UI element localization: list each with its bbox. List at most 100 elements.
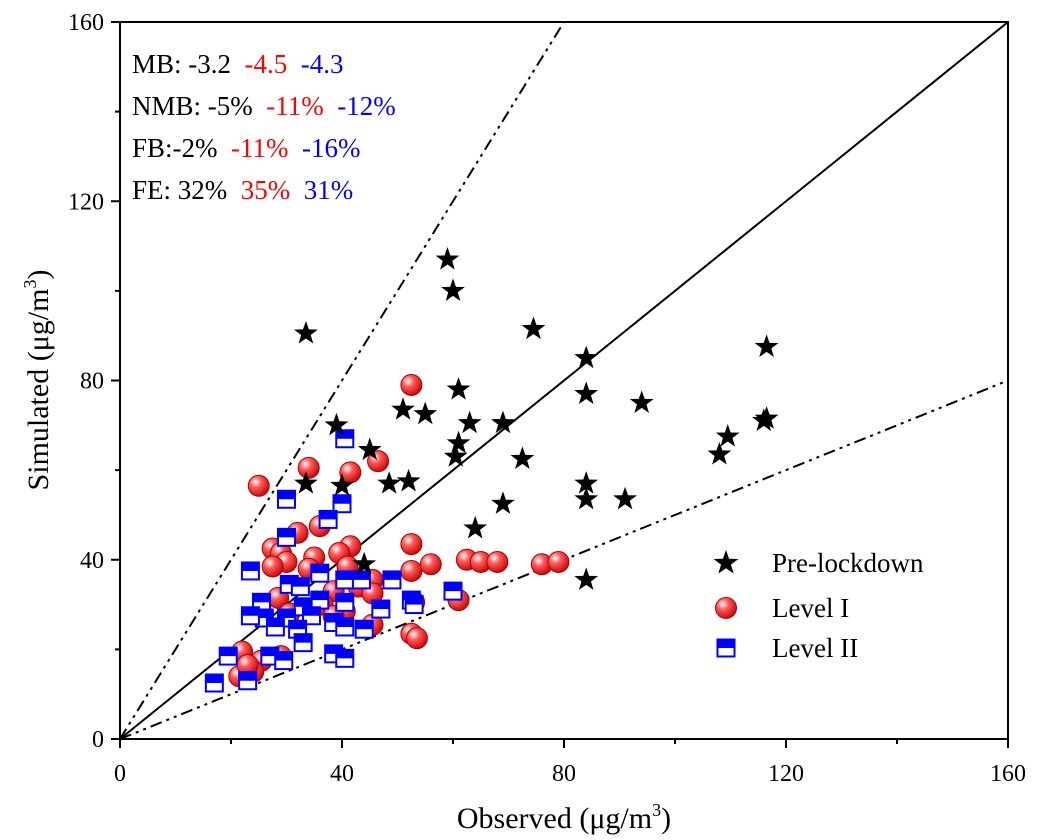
point-level-ii [240, 606, 260, 626]
point-pre-lockdown [574, 345, 599, 369]
legend-square-shape [716, 638, 736, 658]
point-pre-lockdown [357, 437, 382, 461]
point-level-ii [265, 617, 285, 637]
point-level-ii [277, 527, 296, 547]
legend-circle-marker [715, 597, 737, 619]
point-pre-lockdown [574, 471, 599, 494]
point-level-ii [277, 489, 296, 509]
stat-label: MB: [132, 49, 188, 79]
stat-value: 35% [227, 175, 290, 205]
y-tick-label: 80 [80, 369, 104, 395]
x-tick-label: 160 [990, 761, 1026, 787]
statistics-block: MB: -3.2 -4.5 -4.3 NMB: -5% -11% -12% FB:-… [132, 49, 396, 205]
point-pre-lockdown [510, 446, 535, 470]
point-pre-lockdown [446, 376, 471, 400]
stat-row: NMB: -5% -11% -12% [132, 91, 396, 121]
point-pre-lockdown [521, 316, 546, 340]
legend-item-level-ii: Level II [716, 633, 858, 663]
point-level-ii [351, 570, 371, 590]
point-pre-lockdown [294, 320, 318, 344]
x-axis-title: Observed (μg/m3) [457, 800, 671, 835]
y-tick-label: 160 [68, 10, 104, 36]
point-level-i [297, 456, 320, 479]
x-tick-label: 40 [330, 761, 354, 787]
point-pre-lockdown [754, 334, 779, 357]
stat-row: FE: 32% 35% 31% [132, 175, 353, 205]
legend: Pre-lockdown Level I Level II [713, 548, 924, 663]
point-level-ii [335, 592, 355, 612]
point-level-ii [204, 673, 224, 693]
point-pre-lockdown [294, 471, 318, 494]
point-pre-lockdown [413, 401, 438, 425]
point-level-ii [371, 599, 391, 619]
point-pre-lockdown [574, 486, 599, 510]
legend-label-level-ii: Level II [772, 633, 858, 663]
point-pre-lockdown [435, 247, 460, 270]
point-level-ii [310, 590, 330, 610]
legend-label-pre-lockdown: Pre-lockdown [772, 548, 924, 578]
reference-line-1 [120, 22, 566, 739]
point-level-ii [310, 563, 330, 583]
stat-value: -4.3 [287, 49, 343, 79]
point-level-i [247, 474, 270, 497]
point-level-ii [318, 509, 338, 529]
point-pre-lockdown [463, 515, 488, 539]
point-level-ii [218, 646, 238, 666]
point-level-ii [335, 429, 355, 449]
point-pre-lockdown [441, 278, 465, 301]
point-level-ii [238, 671, 258, 691]
stat-value: 31% [290, 175, 353, 205]
point-level-ii [335, 570, 355, 590]
legend-label-level-i: Level I [772, 593, 849, 623]
point-pre-lockdown [446, 430, 471, 454]
point-level-i [547, 550, 570, 573]
reference-line-0 [120, 22, 1008, 739]
point-pre-lockdown [707, 441, 732, 465]
point-level-i [419, 553, 442, 576]
point-level-ii [240, 561, 260, 581]
point-pre-lockdown [443, 444, 468, 467]
x-tick-label: 0 [114, 761, 126, 787]
point-level-ii [274, 651, 294, 671]
axis-ticks: 0 40 80 120 160 0 40 80 120 160 [68, 10, 1026, 787]
y-tick-label: 0 [92, 727, 104, 753]
stat-row: FB:-2% -11% -16% [132, 133, 360, 163]
point-level-ii [335, 617, 355, 637]
point-level-ii [404, 595, 424, 615]
point-pre-lockdown [491, 491, 515, 514]
y-axis-title: Simulated (μg/m3) [20, 270, 55, 491]
point-level-ii [293, 633, 313, 653]
point-pre-lockdown [391, 397, 415, 420]
y-tick-label: 120 [68, 189, 104, 215]
legend-square-marker [716, 638, 736, 658]
point-level-i [486, 550, 509, 573]
point-level-ii [354, 619, 374, 639]
stat-row: MB: -3.2 -4.5 -4.3 [132, 49, 344, 79]
stat-value: -4.5 [231, 49, 287, 79]
point-pre-lockdown [574, 567, 599, 591]
point-level-ii [301, 606, 321, 626]
stat-label: FE: [132, 175, 178, 205]
point-level-i [400, 373, 423, 396]
legend-star-marker [713, 550, 739, 574]
point-level-ii [335, 648, 355, 668]
legend-item-pre-lockdown: Pre-lockdown [713, 548, 924, 578]
point-pre-lockdown [754, 406, 779, 429]
point-level-i [400, 559, 423, 582]
x-tick-label: 120 [768, 761, 804, 787]
point-pre-lockdown [377, 471, 402, 494]
point-pre-lockdown [491, 410, 515, 434]
point-pre-lockdown [715, 424, 740, 447]
point-pre-lockdown [457, 410, 482, 434]
y-tick-label: 40 [80, 548, 104, 574]
stat-value: -12% [324, 91, 396, 121]
reference-line-2 [120, 379, 1008, 739]
point-level-i [261, 555, 284, 578]
stat-value: -11% [218, 133, 289, 163]
point-level-ii [382, 570, 402, 590]
point-level-i [400, 533, 423, 556]
point-pre-lockdown [330, 473, 354, 496]
stat-label: NMB: [132, 91, 208, 121]
x-tick-label: 80 [552, 761, 576, 787]
